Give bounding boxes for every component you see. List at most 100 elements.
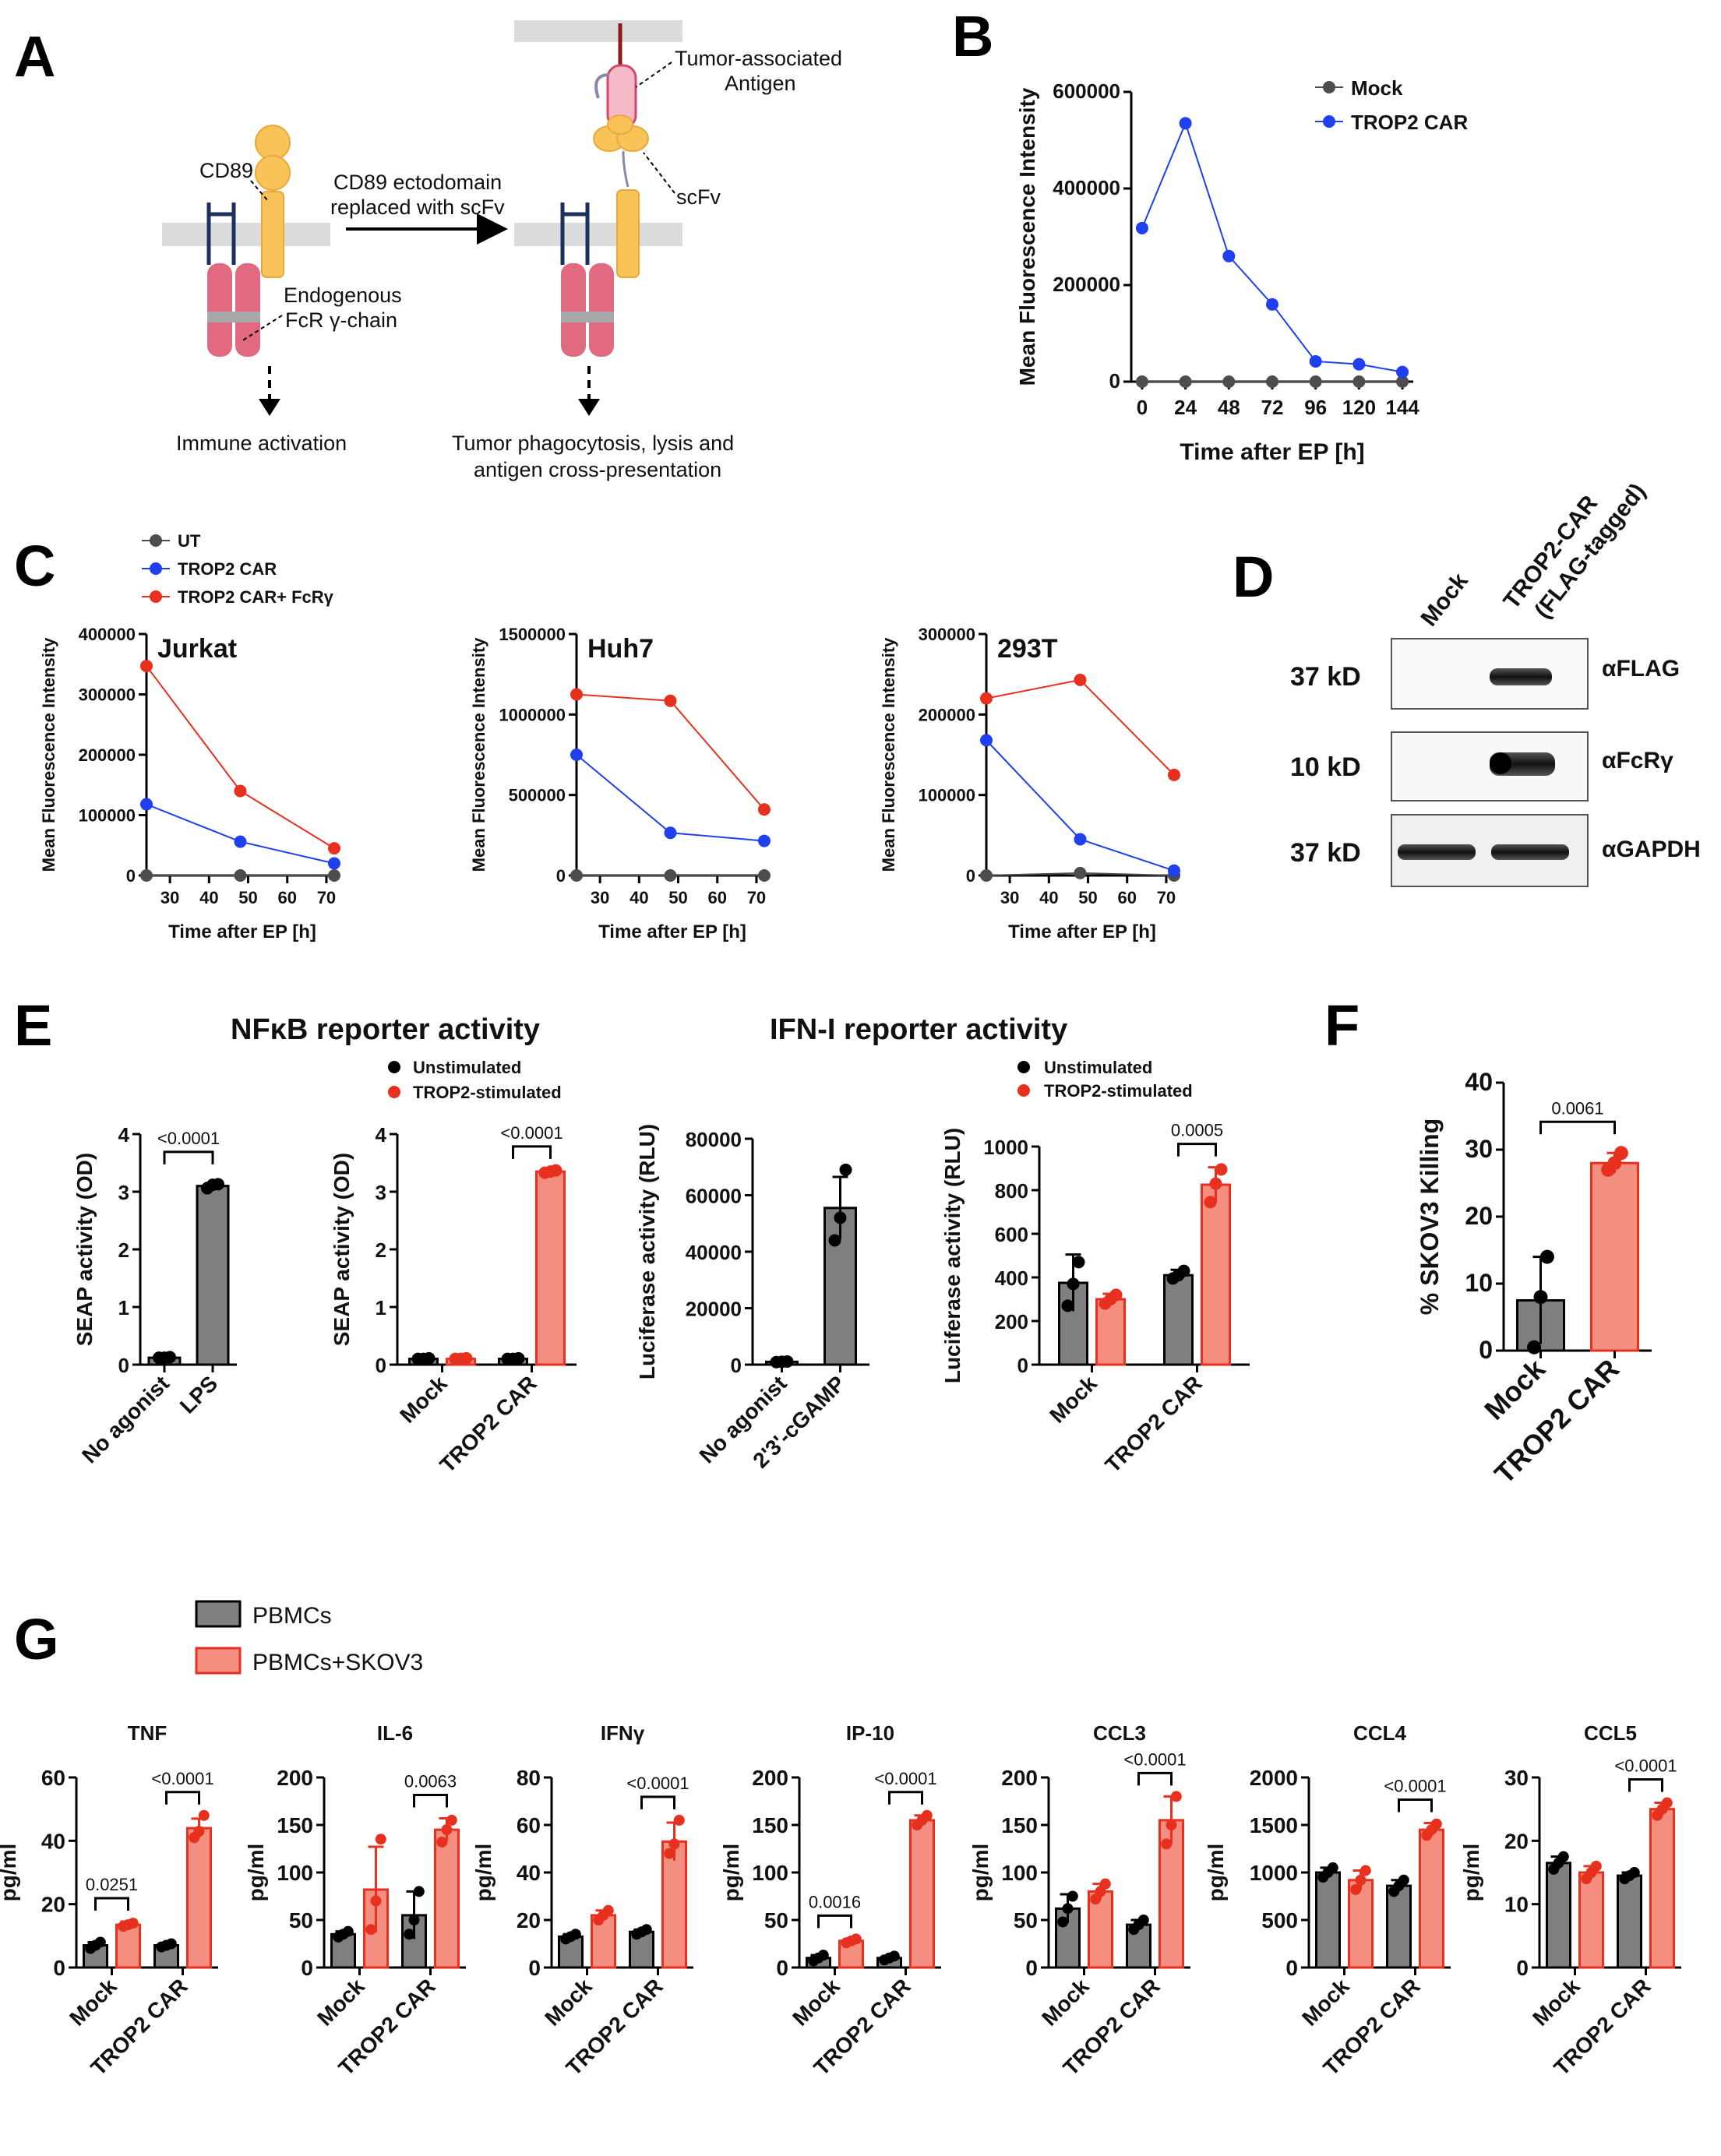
data-point: [1266, 298, 1278, 311]
y-tick-label: 500: [1261, 1908, 1298, 1932]
bar: [1315, 1871, 1341, 1969]
data-point: [1179, 375, 1192, 388]
p-value-label: 0.0016: [809, 1892, 861, 1911]
y-tick-label: 0: [1516, 1956, 1529, 1980]
data-point: [1177, 1264, 1190, 1277]
y-tick-label: 4: [376, 1123, 387, 1147]
y-axis-label: Mean Fluorescence Intensity: [1015, 87, 1039, 386]
p-value-label: <0.0001: [151, 1769, 213, 1788]
bar: [1163, 1274, 1194, 1366]
band-flag-car: [1490, 668, 1552, 685]
y-axis-label: SEAP activity (OD): [72, 1153, 97, 1346]
bar: [1095, 1298, 1126, 1366]
p-value-label: <0.0001: [626, 1774, 689, 1793]
data-point: [1398, 1874, 1409, 1886]
y-tick-label: 2000: [1250, 1766, 1298, 1790]
y-tick-label: 100000: [919, 786, 975, 805]
chart-e-nfkb-lps: 0 1 2 3 4 No agonist LPS SEAP activity (OD) <0.0…: [72, 1123, 237, 1468]
data-point: [1135, 375, 1148, 388]
y-axis-label: Mean Fluorescence Intensity: [39, 637, 58, 872]
y-tick-label: 200: [277, 1766, 313, 1790]
bar: [434, 1828, 460, 1969]
y-tick-label: 0: [53, 1956, 65, 1980]
data-point: [234, 869, 247, 882]
data-point: [757, 803, 771, 816]
category-label: Mock: [1037, 1974, 1094, 2031]
data-point: [1161, 1838, 1173, 1850]
x-tick-label: 70: [317, 888, 336, 907]
y-tick-label: 50: [764, 1908, 788, 1932]
y-tick-label: 20: [1504, 1829, 1529, 1853]
data-point: [757, 834, 771, 847]
x-tick-label: 60: [1117, 888, 1136, 907]
data-point: [1222, 375, 1236, 388]
y-tick-label: 800: [995, 1179, 1028, 1203]
y-axis-label: Mean Fluorescence Intensity: [879, 637, 898, 872]
data-point: [422, 1351, 436, 1365]
data-point: [193, 1826, 205, 1837]
legend-swatch-pbmcs-skov3: [195, 1647, 242, 1675]
panel-b-legend: Mock TROP2 CAR: [1315, 76, 1468, 134]
y-tick-label: 0: [1479, 1336, 1493, 1364]
right-outcome-line1: Tumor phagocytosis, lysis and: [452, 432, 734, 455]
y-axis-label: Mean Fluorescence Intensity: [469, 637, 488, 872]
data-point: [1062, 1903, 1074, 1915]
bar: [115, 1923, 141, 1969]
chart-title: IFNγ: [601, 1721, 645, 1745]
bar: [1590, 1161, 1639, 1352]
series-line-trop2-car-fcr-: [986, 678, 1175, 776]
data-point: [839, 1163, 852, 1176]
data-point: [570, 1929, 581, 1940]
series-line-trop2-car: [146, 803, 335, 865]
category-label: LPS: [175, 1371, 222, 1418]
panel-label-e: E: [14, 993, 52, 1058]
data-point: [436, 1836, 448, 1848]
bar: [1386, 1884, 1412, 1969]
y-axis-label: Luciferase activity (RLU): [940, 1128, 965, 1383]
legend-marker-unstimulated-2: [1017, 1061, 1030, 1073]
fcr-gamma-chain-right: [560, 203, 614, 357]
legend-swatch-pbmcs: [195, 1600, 242, 1628]
x-tick-label: 96: [1304, 396, 1327, 419]
y-tick-label: 1: [376, 1296, 386, 1319]
x-axis-label: Time after EP [h]: [168, 921, 316, 942]
y-axis-label: pg/ml: [1204, 1844, 1228, 1902]
bar: [629, 1930, 654, 1969]
y-tick-label: 300000: [79, 685, 136, 705]
panel-label-g: G: [14, 1607, 59, 1672]
x-axis-label: Time after EP [h]: [1008, 921, 1156, 942]
data-point: [1350, 1883, 1362, 1895]
data-point: [327, 842, 340, 855]
y-tick-label: 0: [1109, 369, 1120, 393]
y-tick-label: 20: [1465, 1202, 1493, 1230]
data-point: [198, 1809, 210, 1821]
y-tick-label: 0: [118, 1354, 129, 1377]
y-tick-label: 2: [376, 1238, 386, 1262]
x-tick-label: 30: [591, 888, 609, 907]
bar: [1419, 1828, 1444, 1969]
panel-label-f: F: [1324, 993, 1360, 1058]
x-tick-label: 50: [1078, 888, 1097, 907]
p-value-label: <0.0001: [874, 1769, 936, 1788]
arrow-label-line1: CD89 ectodomain: [333, 171, 502, 194]
size-label-flag: 37 kD: [1290, 662, 1361, 692]
data-point: [94, 1936, 106, 1948]
data-point: [140, 869, 153, 882]
category-label: Mock: [788, 1974, 845, 2031]
significance-bracket: [163, 1150, 214, 1164]
y-tick-label: 60000: [686, 1185, 742, 1208]
y-tick-label: 0: [731, 1354, 742, 1377]
data-point: [408, 1915, 420, 1925]
significance-bracket: [888, 1791, 923, 1805]
legend-label-ut: UT: [178, 531, 201, 551]
lane-label-mock: Mock: [1416, 568, 1473, 631]
y-tick-label: 200: [752, 1766, 788, 1790]
legend-marker-stimulated-2: [1017, 1084, 1030, 1097]
band-gapdh-car: [1491, 844, 1569, 860]
data-point: [234, 835, 247, 848]
